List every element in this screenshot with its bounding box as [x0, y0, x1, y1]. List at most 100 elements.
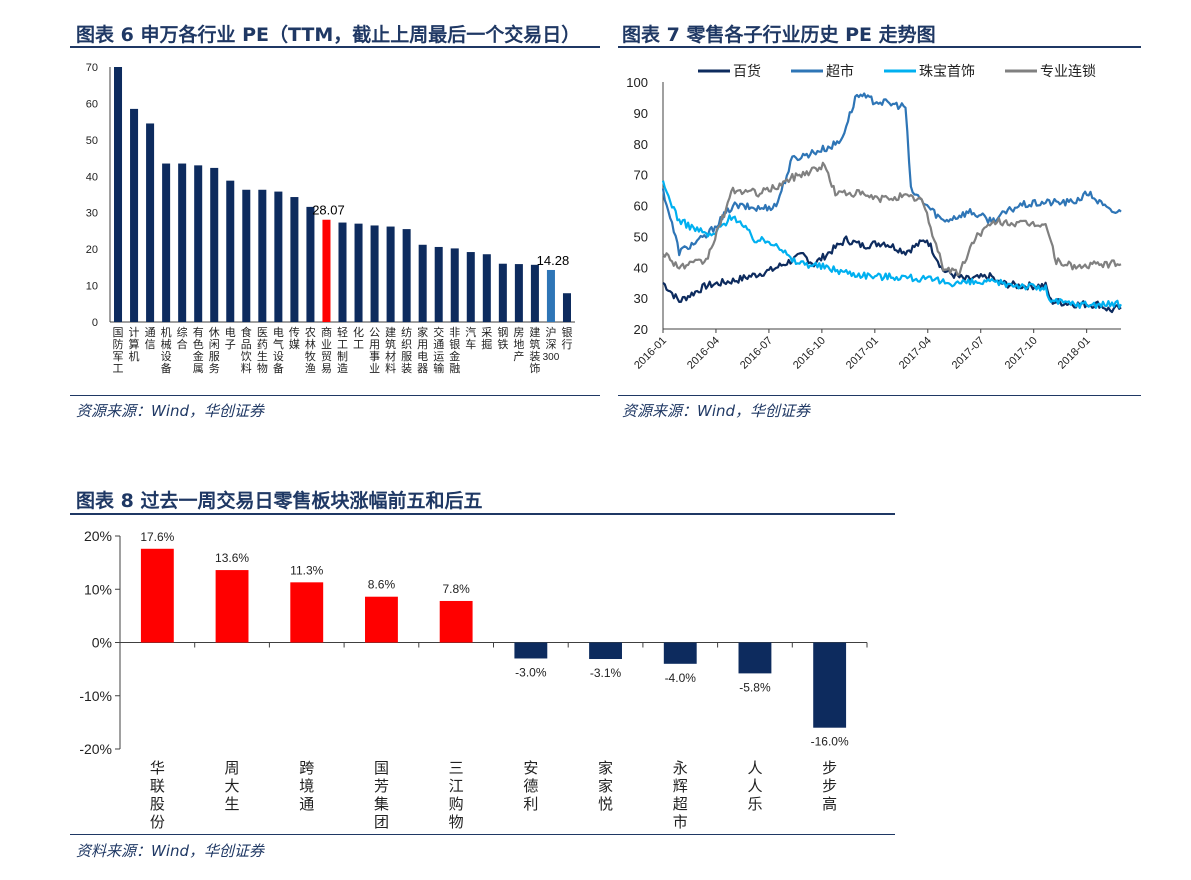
chart2-y-tick-label: 60: [634, 199, 648, 214]
chart3-x-tick-label: 安德利: [523, 760, 538, 813]
chart3-data-label: -16.0%: [811, 735, 849, 749]
chart3-y-tick-label: 20%: [84, 528, 112, 544]
chart3-y-tick-label: -10%: [79, 688, 112, 704]
chart1-bar: [498, 263, 507, 322]
chart2-legend-label: 超市: [826, 63, 854, 79]
chart3-data-label: 13.6%: [215, 551, 249, 565]
chart1-bar: [386, 226, 395, 322]
chart1-bar: [226, 180, 235, 322]
chart1-y-tick-label: 0: [92, 317, 98, 329]
chart3-bar-negative: [589, 642, 622, 660]
chart3-title-rule: [70, 513, 895, 515]
chart2-x-tick-label: 2017-07: [950, 335, 987, 372]
chart3-bar-positive: [290, 582, 324, 643]
chart1-bar: [306, 206, 315, 322]
chart1-bar: [274, 191, 283, 322]
chart1-x-tick-label: 沪深 300: [543, 325, 560, 363]
chart3-bar-positive: [365, 596, 398, 643]
chart3-x-tick-label: 华联股份: [150, 760, 165, 830]
chart3-data-label: -3.0%: [515, 665, 547, 679]
chart1-bar: [466, 252, 475, 322]
chart1-bar: [114, 67, 123, 322]
chart3-x-tick-label: 跨境通: [299, 760, 314, 813]
chart1-bar: [402, 229, 411, 322]
chart1-x-tick-label: 家用电器: [417, 325, 428, 375]
chart3-data-label: 7.8%: [442, 582, 470, 596]
chart1-x-tick-label: 综合: [177, 325, 188, 351]
chart1-x-tick-label: 房地产: [513, 326, 524, 363]
chart3-data-label: -4.0%: [665, 671, 697, 685]
chart1-x-tick-label: 采掘: [481, 326, 492, 351]
chart1-bar: [338, 222, 347, 322]
chart1-bar: [242, 189, 251, 322]
chart1-x-tick-label: 通信: [145, 326, 156, 351]
chart3-x-tick-label: 永辉超市: [673, 760, 688, 830]
chart2-title-rule: [618, 46, 1141, 48]
chart2-legend-label: 珠宝首饰: [919, 63, 975, 79]
chart1-svg: 0 10 20 30 40 50 60 70 国防军工计算机通信机械设备综合有色金属休闲服务电子…: [86, 62, 575, 375]
chart2-y-tick-label: 20: [634, 322, 648, 337]
chart1-bar: [258, 189, 267, 322]
chart2-x-tick-label: 2016-10: [791, 335, 828, 372]
chart1-x-tick-label: 传媒: [289, 326, 300, 351]
chart1-title: 图表 6 申万各行业 PE（TTM，截止上周最后一个交易日）: [76, 24, 581, 46]
chart2-y-tick-label: 100: [626, 75, 648, 90]
chart1-bar: [162, 163, 171, 322]
chart2-title: 图表 7 零售各子行业历史 PE 走势图: [622, 24, 936, 46]
chart3-x-tick-label: 步步高: [822, 760, 837, 813]
chart3-bar-negative: [663, 642, 697, 664]
chart1-bar: [546, 269, 555, 322]
chart3-x-tick-label: 三江购物: [449, 760, 464, 830]
chart2-legend-label: 专业连锁: [1040, 63, 1096, 79]
chart1-x-tick-label: 农林牧渔: [305, 325, 316, 375]
chart1-x-tick-label: 钢铁: [497, 326, 508, 351]
chart2-legend-label: 百货: [733, 63, 761, 79]
chart3-data-label: 8.6%: [368, 578, 396, 592]
chart1-title-rule: [70, 46, 600, 48]
chart1-x-tick-label: 机械设备: [161, 325, 172, 375]
chart3-source: 资料来源：Wind，华创证券: [76, 842, 265, 860]
chart1-y-tick-label: 50: [86, 135, 98, 147]
chart1-x-tick-label: 建筑装饰: [529, 325, 540, 375]
chart1-x-tick-label: 轻工制造: [337, 325, 348, 375]
chart1-bar: [146, 123, 155, 322]
chart1-bar: [434, 246, 443, 322]
chart1-x-tick-label: 建筑材料: [385, 325, 396, 375]
chart1-y-tick-label: 20: [86, 244, 98, 256]
chart3-x-tick-label: 周大生: [225, 760, 240, 813]
chart2-x-tick-label: 2016-07: [738, 335, 775, 372]
chart3-bar-positive: [215, 570, 249, 643]
chart1-x-tick-label: 国防军工: [113, 326, 124, 375]
chart1-x-tick-label: 汽车: [465, 325, 476, 351]
chart1-bar: [354, 223, 363, 322]
chart1-x-tick-label: 纺织服装: [401, 325, 412, 375]
chart3-x-tick-label: 家家悦: [598, 760, 613, 813]
chart1-bar: [514, 264, 523, 322]
chart3-bar-negative: [738, 642, 772, 674]
chart1-bar: [562, 293, 571, 322]
chart1-x-tick-label: 银行: [561, 325, 572, 351]
chart1-y-tick-label: 40: [86, 171, 98, 183]
chart3-x-tick-label: 人人乐: [747, 760, 762, 813]
chart1-x-tick-label: 交通运输: [433, 325, 444, 375]
chart1-y-tick-label: 10: [86, 281, 98, 293]
chart1-data-label: 28.07: [312, 203, 345, 218]
chart3-bar-negative: [514, 642, 548, 659]
chart2-y-tick-label: 30: [634, 291, 648, 306]
chart2-x-tick-label: 2016-04: [685, 335, 722, 372]
chart1-bar: [370, 225, 379, 322]
chart3-data-label: 11.3%: [290, 563, 323, 577]
chart1-x-tick-label: 商业贸易: [321, 325, 332, 375]
chart1-x-tick-label: 非银金融: [449, 326, 460, 375]
chart1-x-tick-label: 休闲服务: [209, 326, 220, 375]
chart3-bar-positive: [140, 548, 174, 643]
chart1-x-tick-label: 化工: [353, 325, 364, 351]
chart2-series-line: [661, 92, 1122, 257]
chart3-data-label: -3.1%: [590, 666, 622, 680]
chart2-x-tick-label: 2017-01: [844, 335, 881, 372]
chart1-x-tick-label: 公用事业: [369, 327, 380, 375]
chart1-bar: [178, 163, 187, 322]
chart2-series-line: [662, 161, 1122, 277]
chart1-y-tick-label: 70: [86, 62, 98, 74]
chart1-x-tick-label: 电气设备: [273, 326, 284, 375]
